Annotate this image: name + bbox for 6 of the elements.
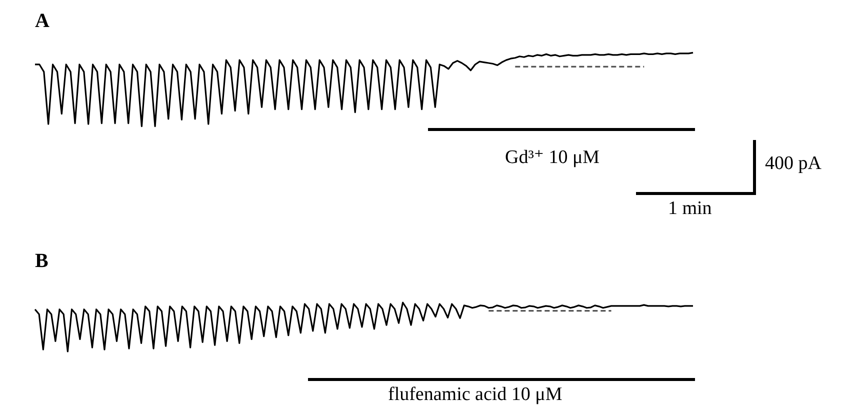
text: 400 pA [765,153,822,175]
text: 1 min [668,198,712,220]
chart-title: A [35,10,50,32]
text: flufenamic acid 10 μM [388,384,562,406]
chart-title: B [35,250,48,272]
text: Gd³⁺ 10 μM [505,146,600,169]
